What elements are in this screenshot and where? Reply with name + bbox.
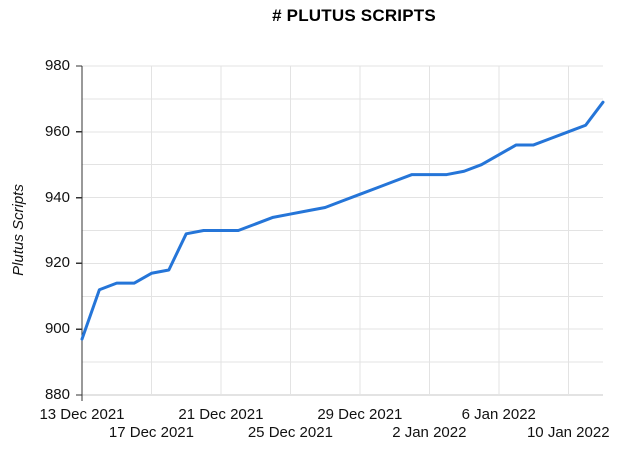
x-tick-label: 10 Jan 2022 xyxy=(526,424,610,441)
y-tick-label: 920 xyxy=(44,254,70,272)
x-tick-label: 25 Dec 2021 xyxy=(247,424,333,441)
x-tick-label: 21 Dec 2021 xyxy=(178,406,264,423)
x-tick-label: 6 Jan 2022 xyxy=(461,406,536,423)
x-tick-label: 29 Dec 2021 xyxy=(317,406,403,423)
y-tick-label: 980 xyxy=(44,57,70,74)
x-tick-label: 13 Dec 2021 xyxy=(39,406,125,423)
series-line-plutus-scripts xyxy=(80,100,605,341)
chart-title: # PLUTUS SCRIPTS xyxy=(272,6,436,25)
x-tick-label: 17 Dec 2021 xyxy=(108,424,194,441)
y-tick-label: 960 xyxy=(44,122,70,140)
y-tick-label: 900 xyxy=(44,320,70,338)
y-tick-label: 880 xyxy=(44,386,70,403)
x-tick-label: 2 Jan 2022 xyxy=(392,424,467,441)
y-tick-label: 940 xyxy=(44,188,70,206)
